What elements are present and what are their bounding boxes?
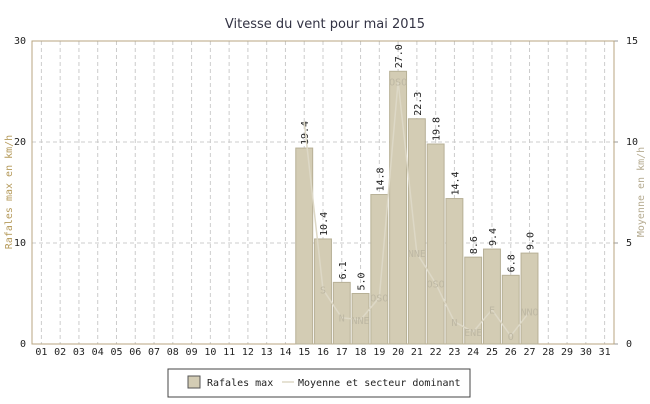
x-tick-label: 26	[505, 347, 517, 358]
value-label: 14.4	[450, 171, 461, 195]
bar	[314, 238, 332, 345]
legend-label: Moyenne et secteur dominant	[298, 378, 461, 389]
x-tick-label: 31	[599, 347, 611, 358]
sector-label: N	[451, 318, 457, 329]
x-tick-label: 20	[392, 347, 404, 358]
y2-tick-label: 10	[626, 137, 638, 148]
y-tick-label: 20	[14, 137, 26, 148]
sector-label: NNE	[408, 249, 426, 260]
bar	[501, 274, 520, 345]
x-tick-label: 12	[242, 347, 254, 358]
sector-label: O	[508, 332, 514, 343]
value-label: 22.3	[413, 92, 424, 116]
legend-label: Rafales max	[207, 378, 273, 389]
bar	[295, 147, 314, 345]
bar	[483, 248, 501, 345]
x-tick-label: 25	[486, 347, 498, 358]
x-tick-label: 06	[129, 347, 141, 358]
x-tick-label: 02	[54, 347, 66, 358]
y2-tick-label: 5	[626, 238, 632, 249]
y-tick-label: 0	[20, 339, 26, 350]
y2-axis-label: Moyenne en km/h	[636, 147, 647, 237]
y2-tick-label: 0	[626, 339, 632, 350]
sector-label: OSO	[389, 77, 407, 88]
x-tick-label: 13	[261, 347, 273, 358]
x-tick-label: 14	[279, 347, 291, 358]
x-tick-label: 22	[430, 347, 442, 358]
x-tick-label: 17	[336, 347, 348, 358]
sector-label: ENE	[464, 328, 482, 339]
value-label: 9.4	[488, 228, 499, 246]
x-tick-label: 24	[467, 347, 479, 358]
x-tick-label: 08	[167, 347, 179, 358]
bar	[407, 118, 426, 345]
y2-tick-label: 15	[626, 36, 638, 47]
x-tick-label: 16	[317, 347, 329, 358]
sector-label: S	[320, 285, 326, 296]
x-tick-label: 30	[580, 347, 592, 358]
value-label: 27.0	[394, 44, 405, 68]
value-label: 19.8	[432, 117, 443, 141]
line	[303, 81, 531, 338]
value-label: 6.8	[507, 254, 518, 272]
bar	[332, 281, 351, 345]
legend-swatch	[187, 375, 201, 389]
chart-title: Vitesse du vent pour mai 2015	[225, 17, 425, 32]
value-label: 10.4	[319, 212, 330, 236]
sector-label: OSO	[427, 279, 445, 290]
x-tick-label: 18	[355, 347, 367, 358]
sector-label: E	[489, 306, 495, 317]
bar	[520, 252, 539, 345]
x-tick-label: 23	[448, 347, 460, 358]
x-tick-label: 21	[411, 347, 423, 358]
x-tick-label: 29	[561, 347, 573, 358]
x-tick-label: 19	[373, 347, 385, 358]
legend-box	[167, 368, 471, 398]
x-tick-label: 04	[92, 347, 104, 358]
x-tick-label: 07	[148, 347, 160, 358]
sector-label: N	[339, 314, 345, 325]
x-tick-label: 27	[523, 347, 535, 358]
x-tick-label: 05	[110, 347, 122, 358]
x-tick-label: 09	[186, 347, 198, 358]
value-label: 14.8	[375, 167, 386, 191]
x-tick-label: 28	[542, 347, 554, 358]
value-label: 5.0	[357, 272, 368, 290]
value-label: 8.6	[469, 236, 480, 254]
bar	[445, 198, 464, 345]
x-tick-label: 03	[73, 347, 85, 358]
bar	[389, 70, 408, 345]
sector-label: NNE	[352, 316, 370, 327]
y-tick-label: 10	[14, 238, 26, 249]
value-label: 6.1	[338, 261, 349, 279]
bar	[370, 194, 389, 345]
y-axis-label: Rafales max en km/h	[4, 135, 15, 249]
x-tick-label: 11	[223, 347, 235, 358]
x-tick-label: 01	[35, 347, 47, 358]
bar	[464, 256, 483, 345]
y-tick-label: 30	[14, 36, 26, 47]
value-label: 9.0	[526, 232, 537, 250]
sector-label: OSO	[370, 294, 388, 305]
bar	[426, 143, 445, 345]
x-tick-label: 10	[204, 347, 216, 358]
sector-label: NNO	[520, 308, 538, 319]
x-tick-label: 15	[298, 347, 310, 358]
